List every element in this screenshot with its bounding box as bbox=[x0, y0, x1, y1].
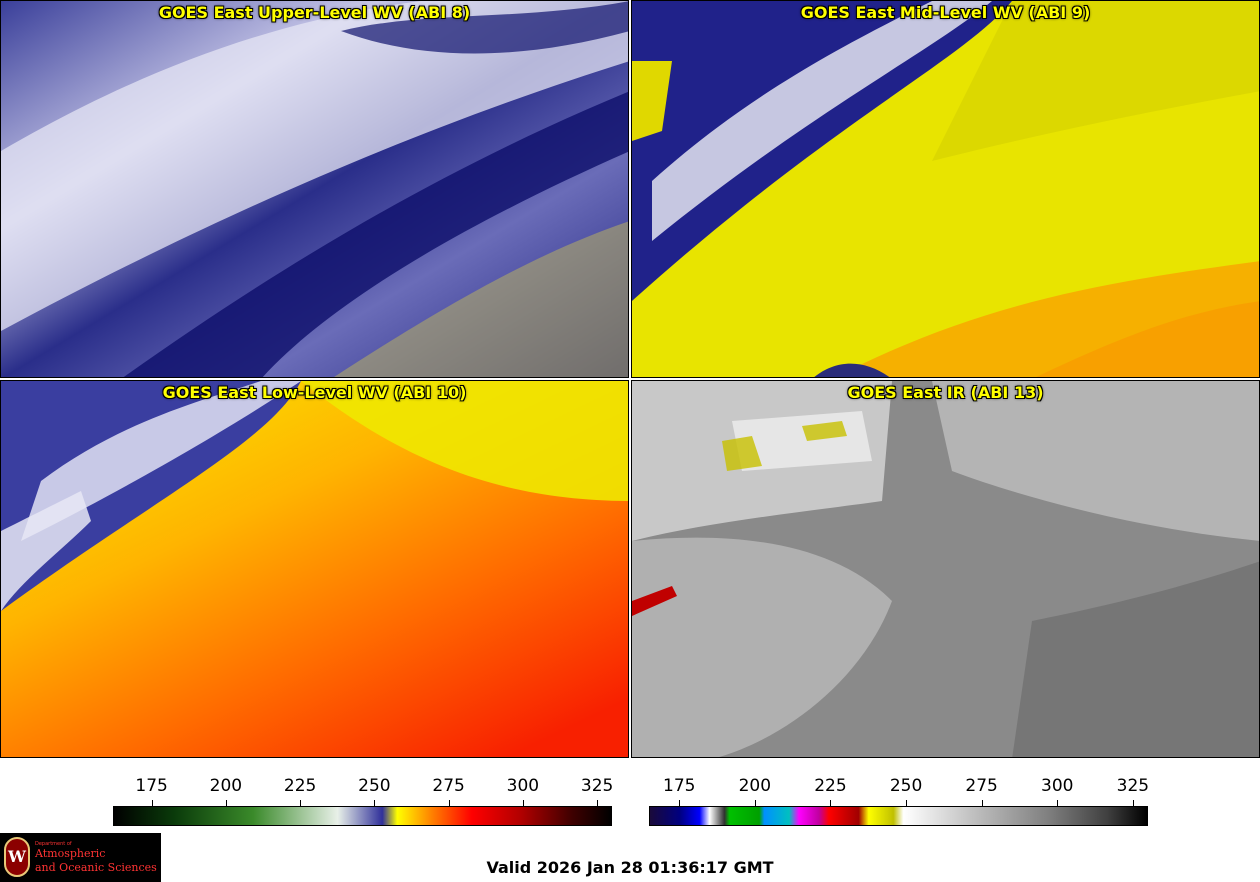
panel-mid-level-wv: GOES East Mid-Level WV (ABI 9) bbox=[631, 0, 1260, 378]
colorbar-tick-label: 225 bbox=[283, 776, 317, 796]
colorbar-tick-mark bbox=[374, 800, 376, 806]
colorbar-tick-mark bbox=[679, 800, 681, 806]
colorbar-tick-label: 175 bbox=[663, 776, 696, 796]
panel-title: GOES East Upper-Level WV (ABI 8) bbox=[158, 3, 471, 22]
mid-level-wv-image bbox=[632, 1, 1259, 377]
colorbar-tick-mark bbox=[597, 800, 599, 806]
colorbar-tick-mark bbox=[225, 800, 227, 806]
colorbar-tick-mark bbox=[754, 800, 756, 806]
colorbar-ir bbox=[649, 806, 1148, 826]
panel-upper-level-wv: GOES East Upper-Level WV (ABI 8) bbox=[0, 0, 629, 378]
colorbar-tick-label: 300 bbox=[506, 776, 540, 796]
aos-logo: W Department of Atmospheric and Oceanic … bbox=[0, 833, 161, 882]
colorbar-tick-mark bbox=[522, 800, 524, 806]
colorbar-tick-label: 300 bbox=[1041, 776, 1074, 796]
panel-title: GOES East Mid-Level WV (ABI 9) bbox=[800, 3, 1091, 22]
colorbar-tick-mark bbox=[981, 800, 983, 806]
low-level-wv-image bbox=[1, 381, 628, 757]
colorbar-tick-label: 275 bbox=[965, 776, 998, 796]
panel-ir: GOES East IR (ABI 13) bbox=[631, 380, 1260, 758]
colorbar-tick-label: 225 bbox=[814, 776, 847, 796]
logo-dept: Department of bbox=[35, 841, 72, 847]
colorbar-tick-label: 325 bbox=[580, 776, 614, 796]
colorbar-tick-label: 175 bbox=[135, 776, 168, 796]
colorbar-tick-mark bbox=[300, 800, 302, 806]
colorbar-tick-mark bbox=[1132, 800, 1134, 806]
colorbar-tick-label: 200 bbox=[209, 776, 243, 796]
colorbar-tick-label: 250 bbox=[358, 776, 391, 796]
colorbar-tick-mark bbox=[448, 800, 450, 806]
colorbar-tick-mark bbox=[830, 800, 832, 806]
panel-low-level-wv: GOES East Low-Level WV (ABI 10) bbox=[0, 380, 629, 758]
colorbar-tick-mark bbox=[906, 800, 908, 806]
colorbar-tick-label: 200 bbox=[738, 776, 772, 796]
colorbar-tick-label: 275 bbox=[432, 776, 465, 796]
upper-level-wv-image bbox=[1, 1, 628, 377]
uw-seal: W bbox=[4, 837, 30, 877]
colorbar-tick-mark bbox=[151, 800, 153, 806]
logo-line1: Atmospheric bbox=[35, 847, 106, 860]
panel-title: GOES East Low-Level WV (ABI 10) bbox=[162, 383, 467, 402]
colorbar-tick-label: 325 bbox=[1116, 776, 1150, 796]
colorbar-tick-mark bbox=[1057, 800, 1059, 806]
logo-line2: and Oceanic Sciences bbox=[35, 861, 157, 874]
colorbar-tick-label: 250 bbox=[889, 776, 923, 796]
colorbar-wv bbox=[113, 806, 612, 826]
panel-title: GOES East IR (ABI 13) bbox=[847, 383, 1044, 402]
valid-time: Valid 2026 Jan 28 01:36:17 GMT bbox=[486, 858, 774, 877]
ir-image bbox=[632, 381, 1259, 757]
